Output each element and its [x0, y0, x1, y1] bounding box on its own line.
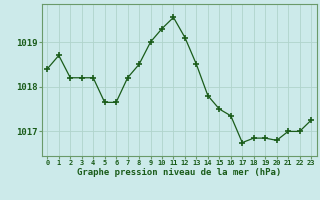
- X-axis label: Graphe pression niveau de la mer (hPa): Graphe pression niveau de la mer (hPa): [77, 168, 281, 177]
